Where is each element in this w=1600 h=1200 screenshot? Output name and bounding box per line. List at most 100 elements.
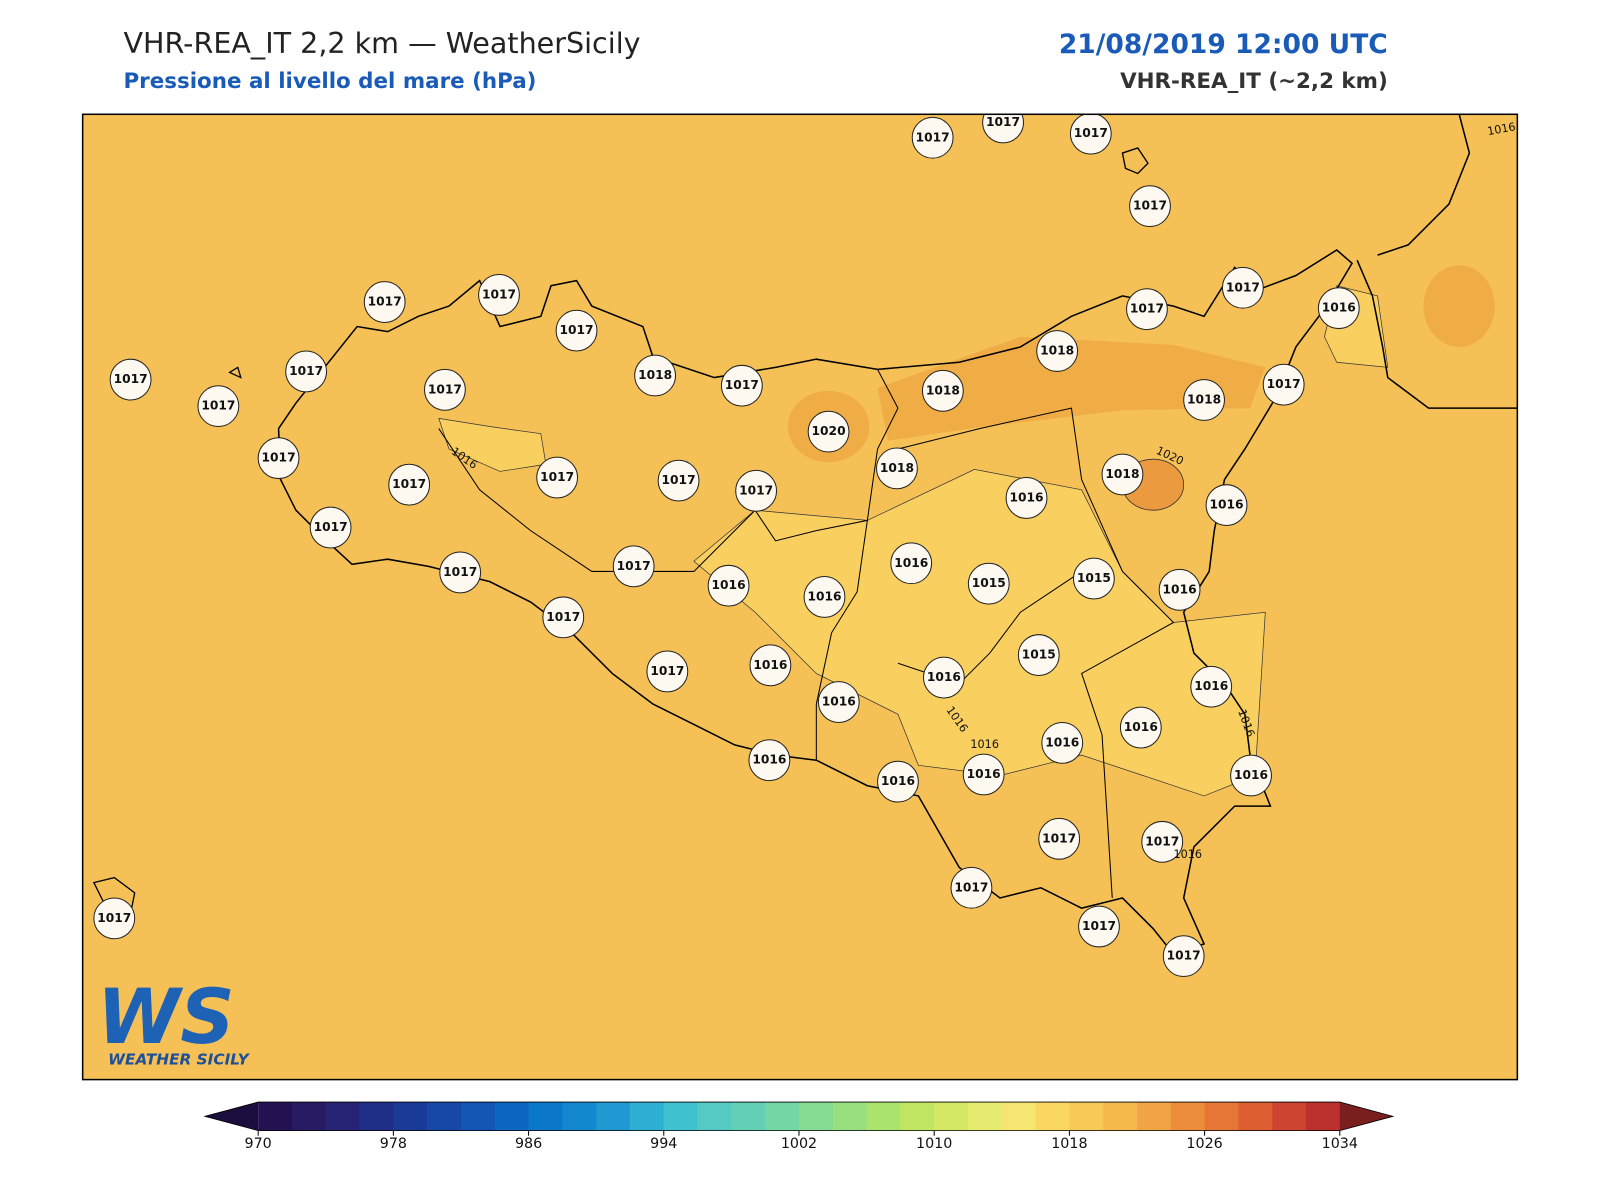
station: 1018: [634, 354, 677, 397]
station-marker: [1126, 288, 1168, 331]
station-value: 1016: [1194, 679, 1228, 693]
station-value: 1016: [1209, 498, 1243, 512]
station-marker: [1317, 287, 1360, 330]
station-value: 1017: [262, 451, 296, 465]
colorbar-bin: [1136, 1102, 1172, 1131]
station-value: 1017: [1130, 302, 1164, 316]
station: 1017: [735, 469, 778, 512]
station: 1017: [1126, 288, 1168, 331]
station-marker: [1205, 484, 1248, 527]
colorbar-bin: [832, 1102, 868, 1131]
colorbar-tick-label: 1018: [1051, 1136, 1087, 1152]
map: 1017 1017 1017 1017 1017 1017 1017 1017 1017 1017…: [82, 114, 1518, 1080]
high-pressure-area: [1423, 265, 1495, 347]
colorbar-bin: [629, 1102, 665, 1131]
station-value: 1016: [881, 774, 915, 788]
station-marker: [657, 459, 700, 502]
station-value: 1015: [1022, 648, 1056, 662]
station: 1016: [922, 656, 965, 699]
station-marker: [646, 650, 689, 693]
station-marker: [109, 358, 152, 401]
colorbar-bin: [1305, 1102, 1341, 1131]
station-marker: [1036, 330, 1079, 372]
colorbar-bin: [1170, 1102, 1206, 1131]
colorbar-tick-label: 978: [380, 1136, 407, 1152]
station: 1017: [439, 551, 482, 594]
station-marker: [478, 273, 520, 316]
colorbar-bin: [291, 1102, 327, 1131]
station-value: 1018: [1187, 393, 1221, 407]
station-value: 1017: [428, 382, 462, 396]
colorbar-bin: [866, 1102, 901, 1131]
station-marker: [1230, 754, 1272, 797]
colorbar-tick-label: 994: [650, 1136, 677, 1152]
station: 1016: [877, 760, 919, 803]
station-value: 1018: [638, 368, 672, 382]
station-value: 1017: [916, 130, 950, 144]
station-marker: [1101, 453, 1144, 496]
station-value: 1016: [967, 767, 1001, 781]
station-marker: [1162, 935, 1205, 978]
station: 1017: [363, 281, 406, 323]
colorbar-bin: [798, 1102, 834, 1131]
station: 1020: [807, 410, 850, 453]
colorbar-bin: [1204, 1102, 1239, 1131]
station: 1016: [748, 739, 791, 782]
station-value: 1017: [314, 520, 348, 534]
colorbar-bin: [663, 1102, 699, 1131]
station-value: 1017: [443, 565, 477, 579]
station-value: 1017: [97, 911, 131, 925]
colorbar-bin: [731, 1102, 766, 1131]
colorbar-bin: [1069, 1102, 1104, 1131]
station-value: 1017: [546, 610, 580, 624]
station: 1017: [542, 596, 585, 639]
station-value: 1017: [1042, 831, 1076, 845]
station: 1016: [1205, 484, 1248, 527]
colorbar-bin: [596, 1102, 631, 1131]
model: VHR-REA_IT (~2,2 km): [1120, 69, 1388, 94]
station-marker: [982, 114, 1024, 144]
station-marker: [612, 545, 655, 588]
station: 1017: [285, 350, 328, 393]
station-marker: [720, 364, 763, 407]
colorbar-bin: [1103, 1102, 1138, 1131]
station-marker: [1129, 185, 1171, 228]
station-value: 1018: [926, 383, 960, 397]
station-marker: [807, 410, 850, 453]
station: 1017: [257, 437, 300, 480]
station: 1018: [921, 369, 964, 412]
station: 1016: [1041, 721, 1084, 764]
coastline: [1377, 114, 1471, 256]
colorbar-bin: [325, 1102, 361, 1131]
station-marker: [1119, 706, 1162, 749]
station-value: 1016: [1045, 735, 1079, 749]
station: 1017: [720, 364, 763, 407]
station: 1018: [1036, 330, 1079, 372]
colorbar-bin: [494, 1102, 530, 1131]
station-marker: [1078, 905, 1120, 948]
station-value: 1018: [880, 461, 914, 475]
station-marker: [309, 506, 352, 549]
station: 1017: [536, 456, 579, 499]
station-marker: [1190, 665, 1233, 708]
station-value: 1016: [1163, 582, 1197, 596]
station: 1015: [1072, 557, 1115, 600]
station-marker: [748, 739, 791, 782]
station-value: 1017: [954, 880, 988, 894]
station: 1017: [657, 459, 700, 502]
station-marker: [817, 681, 860, 723]
station: 1017: [1129, 185, 1171, 228]
station-marker: [1221, 266, 1264, 309]
station-value: 1017: [617, 559, 651, 573]
station: 1017: [478, 273, 520, 316]
colorbar-bin: [1035, 1102, 1070, 1131]
high-pressure-area: [877, 336, 1266, 441]
station: 1017: [1069, 114, 1112, 155]
contour-1016: [693, 469, 1266, 797]
station-marker: [439, 551, 482, 594]
title: VHR-REA_IT 2,2 km — WeatherSicily: [123, 26, 640, 60]
station-value: 1015: [1077, 571, 1111, 585]
station-value: 1017: [368, 295, 402, 309]
station-marker: [877, 760, 919, 803]
station-value: 1017: [739, 483, 773, 497]
